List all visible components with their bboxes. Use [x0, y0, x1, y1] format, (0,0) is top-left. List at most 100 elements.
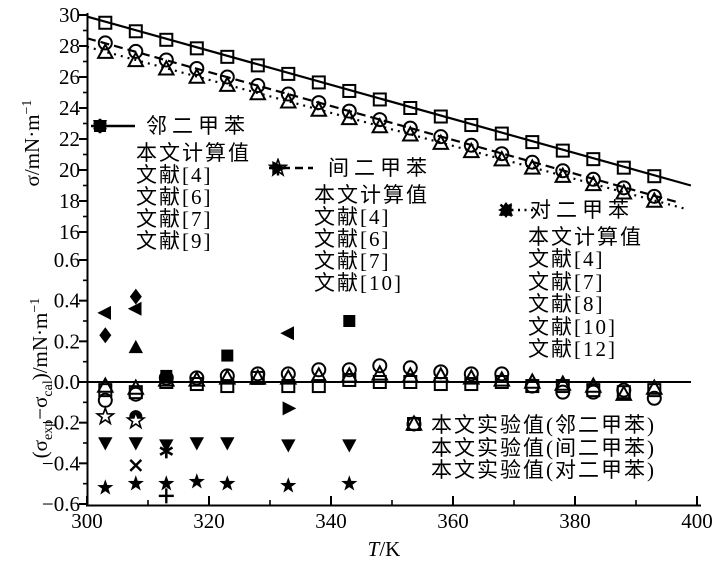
legend-item: 文献[7] — [90, 119, 251, 230]
triangle-open-marker — [370, 364, 389, 381]
calc-line-dashed — [86, 37, 679, 204]
legend-item: 文献[4] — [268, 160, 432, 228]
x-tick-label: 320 — [193, 509, 225, 533]
legend-item-label: 本文计算值 — [136, 140, 251, 165]
y-tick-label: 0.0 — [54, 370, 80, 394]
circle-open-marker — [341, 103, 357, 119]
triangle-down-filled-marker — [342, 439, 357, 453]
diamond-filled-marker — [99, 327, 112, 344]
legend-item-label: 本文实验值(对二甲苯) — [431, 458, 656, 483]
circle-open-marker — [341, 362, 357, 378]
legend-item-label: 文献[6] — [314, 226, 391, 251]
legend-item: 本文计算值 — [268, 166, 432, 206]
triangle-open-marker — [187, 370, 206, 387]
legend-item-label: 文献[10] — [314, 270, 403, 295]
triangle-open-marker — [614, 183, 633, 200]
y-tick-label: −0.2 — [42, 411, 80, 435]
triangle-open-marker — [584, 376, 603, 393]
circle-open-marker — [616, 382, 632, 398]
triangle-open-marker — [248, 83, 267, 101]
triangle-down-filled-marker — [189, 437, 204, 451]
legend-item: 文献[8] — [496, 203, 643, 317]
y-axis-label-deviation: (σexp−σcal)/mN·m−1 — [28, 297, 57, 459]
triangle-right-filled-glyph — [272, 161, 286, 175]
star-filled-marker — [188, 473, 205, 489]
y-tick-label: 30 — [59, 3, 80, 27]
circle-open-marker — [189, 60, 205, 76]
y-tick-label: 24 — [59, 96, 81, 120]
y-tick-label: 0.4 — [54, 289, 81, 313]
legend-title: 邻二甲苯 — [146, 114, 250, 138]
y-axis-label-sigma-sup: −1 — [20, 99, 35, 115]
legend-p-xylene: 对二甲苯 本文计算值 文献[4] 文献[7] 文献[8] 文献[10] 文献[12] — [496, 200, 643, 361]
square-open-marker — [311, 379, 326, 394]
triangle-left-filled-marker — [97, 305, 111, 320]
square-filled-glyph — [94, 120, 106, 132]
circle-open-marker — [97, 35, 113, 51]
legend-item-label: 文献[6] — [136, 184, 213, 209]
legend-item-label: 本文实验值(间二甲苯) — [431, 435, 656, 460]
star-open-marker — [125, 409, 147, 430]
x-axis-label-unit: /K — [379, 537, 401, 561]
triangle-open-marker — [279, 92, 298, 109]
square-open-marker — [555, 143, 570, 158]
circle-open-marker — [280, 86, 296, 102]
square-open-marker — [128, 24, 143, 39]
legend-title: 间二甲苯 — [328, 156, 432, 180]
square-open-marker — [433, 109, 448, 124]
circle-open-marker — [311, 362, 327, 378]
legend-item-label: 文献[10] — [528, 314, 617, 339]
deviation-series — [97, 301, 294, 341]
square-open-marker — [616, 160, 631, 175]
circle-open-marker — [616, 180, 632, 196]
circle-open-marker — [585, 171, 601, 187]
axes: 300 320 340 360 380 400 30 28 26 24 22 20 18 16 0.6 0.4… — [42, 3, 713, 533]
circle-open-marker — [555, 384, 571, 400]
deviation-series — [96, 364, 664, 401]
triangle-down-filled-marker — [128, 437, 143, 451]
circle-open-marker — [402, 360, 418, 376]
y-tick-label: 0.2 — [54, 329, 80, 353]
star-filled-marker — [97, 479, 114, 495]
triangle-open-marker — [187, 67, 206, 84]
triangle-down-filled-marker — [98, 437, 113, 451]
circle-open-marker — [250, 366, 266, 382]
deviation-series — [98, 437, 357, 453]
square-open-marker — [464, 118, 479, 133]
deviation-series — [97, 473, 358, 495]
legend-item: 文献[7] — [268, 158, 432, 272]
triangle-open-marker — [157, 59, 176, 76]
triangle-open-marker — [614, 384, 633, 401]
legend-m-xylene: 间二甲苯 本文计算值 文献[4] 文献[6] 文献[7] 文献[10] — [268, 158, 432, 294]
legend-item: 文献[12] — [496, 203, 643, 362]
triangle-open-marker — [218, 75, 237, 92]
triangle-open-marker — [96, 376, 115, 393]
triangle-open-marker — [126, 50, 145, 68]
circle-open-marker — [494, 366, 510, 382]
triangle-open-marker — [431, 366, 450, 383]
x-tick-label: 360 — [437, 509, 469, 533]
legend-item-label: 本文实验值(邻二甲苯) — [431, 412, 656, 437]
circle-open-marker — [128, 43, 144, 59]
circle-open-marker — [555, 163, 571, 179]
y-tick-label: 22 — [59, 127, 80, 151]
legend-item: 文献[4] — [496, 205, 643, 272]
square-filled-marker — [343, 315, 356, 328]
triangle-open-marker — [96, 42, 115, 59]
y-tick-label: 26 — [59, 65, 80, 89]
star-open-marker — [94, 405, 116, 426]
x-tick-label: 400 — [681, 509, 713, 533]
legend-item-label: 文献[4] — [136, 162, 213, 187]
triangle-down-filled-marker — [159, 439, 174, 453]
triangle-open-marker — [309, 100, 328, 117]
square-open-marker — [372, 375, 387, 389]
triangle-open-marker — [462, 141, 481, 159]
triangle-left-filled-marker — [127, 301, 142, 316]
diamond-filled-marker — [129, 288, 142, 305]
circle-open-marker — [372, 112, 388, 128]
legend-title: 对二甲苯 — [530, 198, 634, 222]
star-filled-marker — [127, 475, 144, 491]
square-open-marker — [220, 379, 235, 394]
circle-open-marker — [463, 366, 479, 382]
legend-item: 本文实验值(邻二甲苯) — [404, 414, 656, 437]
